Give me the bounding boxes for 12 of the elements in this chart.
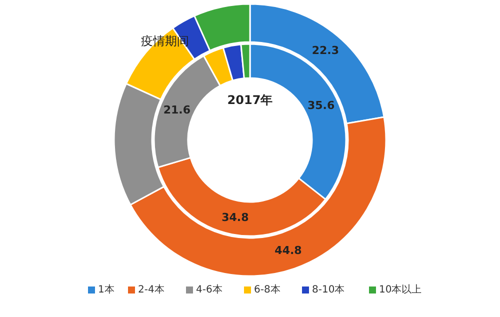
legend-label: 1本 [98, 284, 114, 296]
data-label: 22.3 [312, 44, 339, 58]
slice-label: 2017年 [227, 93, 273, 107]
data-label: 34.8 [222, 211, 249, 224]
data-label: 44.8 [274, 244, 302, 258]
data-label: 35.6 [307, 98, 335, 112]
data-label: 21.6 [163, 103, 191, 116]
legend-label: 2-4本 [138, 284, 164, 296]
legend-label: 6-8本 [254, 284, 280, 296]
legend-label: 10本以上 [379, 284, 422, 296]
legend-label: 8-10本 [312, 284, 345, 296]
legend-label: 4-6本 [196, 284, 222, 296]
